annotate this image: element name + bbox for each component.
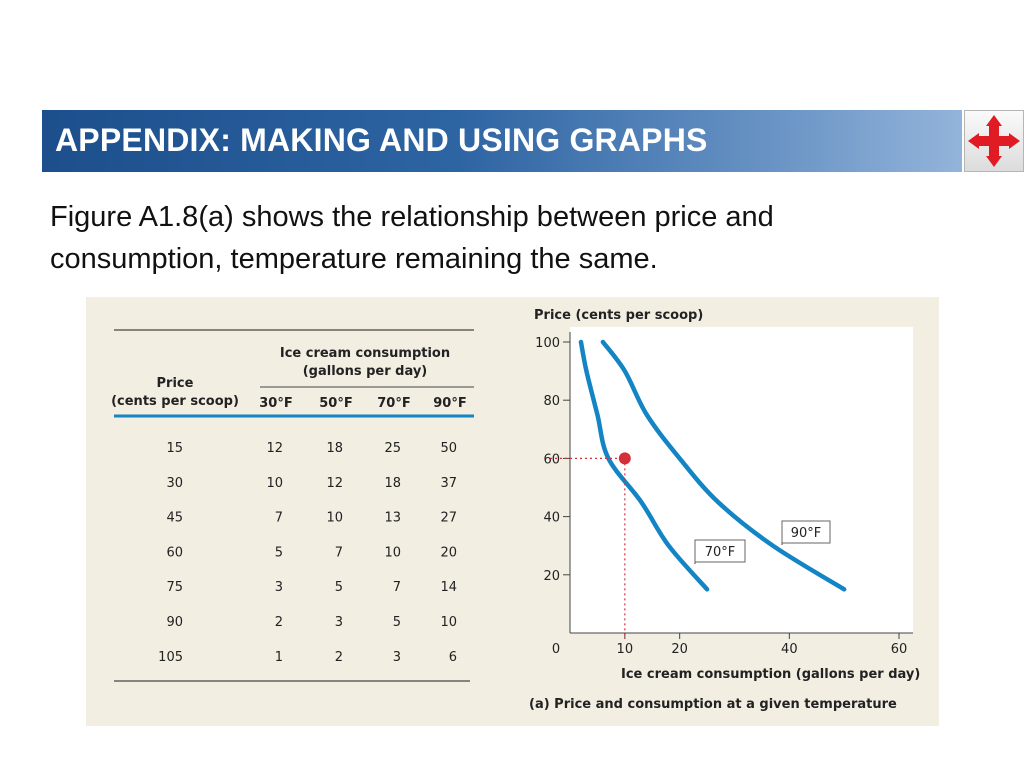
series-label: 70°F bbox=[705, 545, 736, 560]
x-tick-label: 40 bbox=[781, 642, 798, 657]
y-axis-title: Price (cents per scoop) bbox=[534, 308, 703, 323]
price-cell: 60 bbox=[166, 545, 183, 560]
price-header-1: Price bbox=[157, 376, 194, 391]
subtitle-line-2: consumption, temperature remaining the s… bbox=[50, 243, 658, 275]
price-cell: 45 bbox=[166, 511, 183, 526]
x-tick-label: 10 bbox=[617, 642, 634, 657]
consumption-cell: 12 bbox=[266, 441, 283, 456]
consumption-cell: 3 bbox=[393, 650, 401, 665]
column-header: 70°F bbox=[377, 396, 410, 411]
consumption-cell: 14 bbox=[440, 580, 457, 595]
title-bar: APPENDIX: MAKING AND USING GRAPHS bbox=[42, 110, 962, 172]
consumption-cell: 1 bbox=[275, 650, 283, 665]
x-tick-label: 0 bbox=[552, 642, 560, 657]
four-way-arrows-icon[interactable] bbox=[964, 110, 1024, 172]
consumption-cell: 3 bbox=[275, 580, 283, 595]
price-cell: 75 bbox=[166, 580, 183, 595]
price-header-2: (cents per scoop) bbox=[111, 394, 239, 409]
series-label: 90°F bbox=[791, 526, 822, 541]
y-tick-label: 100 bbox=[535, 336, 560, 351]
chart: Price (cents per scoop) 20 40 60 80 100 0 10 20… bbox=[529, 308, 920, 712]
highlight-point bbox=[618, 452, 631, 465]
consumption-cell: 10 bbox=[326, 511, 343, 526]
group-header-2: (gallons per day) bbox=[303, 364, 428, 379]
column-header: 50°F bbox=[319, 396, 352, 411]
consumption-cell: 7 bbox=[393, 580, 401, 595]
series-line-90f bbox=[600, 339, 847, 592]
y-tick-label: 60 bbox=[543, 452, 560, 467]
figure-svg: Price (cents per scoop) Ice cream consum… bbox=[111, 308, 920, 712]
series-line-70f bbox=[578, 339, 710, 592]
consumption-cell: 6 bbox=[449, 650, 457, 665]
consumption-cell: 3 bbox=[335, 615, 343, 630]
consumption-cell: 10 bbox=[440, 615, 457, 630]
figure-panel: Price (cents per scoop) Ice cream consum… bbox=[86, 297, 939, 726]
consumption-cell: 27 bbox=[440, 511, 457, 526]
chart-caption: (a) Price and consumption at a given tem… bbox=[529, 697, 897, 712]
consumption-cell: 10 bbox=[266, 476, 283, 491]
y-tick-label: 80 bbox=[543, 394, 560, 409]
consumption-cell: 2 bbox=[335, 650, 343, 665]
consumption-cell: 18 bbox=[326, 441, 343, 456]
x-tick-label: 20 bbox=[671, 642, 688, 657]
consumption-cell: 7 bbox=[275, 511, 283, 526]
x-tick-label: 60 bbox=[891, 642, 908, 657]
group-header-1: Ice cream consumption bbox=[280, 346, 450, 361]
series-label-box bbox=[781, 520, 831, 544]
y-tick-label: 40 bbox=[543, 511, 560, 526]
consumption-cell: 25 bbox=[384, 441, 401, 456]
consumption-cell: 7 bbox=[335, 545, 343, 560]
subtitle-line-1: Figure A1.8(a) shows the relationship be… bbox=[50, 201, 774, 233]
consumption-cell: 13 bbox=[384, 511, 401, 526]
column-header: 90°F bbox=[433, 396, 466, 411]
consumption-cell: 50 bbox=[440, 441, 457, 456]
consumption-cell: 12 bbox=[326, 476, 343, 491]
x-axis-title: Ice cream consumption (gallons per day) bbox=[621, 667, 920, 682]
consumption-cell: 5 bbox=[335, 580, 343, 595]
price-cell: 30 bbox=[166, 476, 183, 491]
y-tick-label: 20 bbox=[543, 569, 560, 584]
column-header: 30°F bbox=[259, 396, 292, 411]
subtitle: Figure A1.8(a) shows the relationship be… bbox=[50, 196, 950, 280]
price-cell: 90 bbox=[166, 615, 183, 630]
data-table: Price (cents per scoop) Ice cream consum… bbox=[111, 329, 474, 682]
price-cell: 105 bbox=[158, 650, 183, 665]
consumption-cell: 10 bbox=[384, 545, 401, 560]
consumption-cell: 20 bbox=[440, 545, 457, 560]
consumption-cell: 5 bbox=[275, 545, 283, 560]
consumption-cell: 37 bbox=[440, 476, 457, 491]
price-cell: 15 bbox=[166, 441, 183, 456]
consumption-cell: 5 bbox=[393, 615, 401, 630]
consumption-cell: 2 bbox=[275, 615, 283, 630]
page-title: APPENDIX: MAKING AND USING GRAPHS bbox=[55, 122, 708, 158]
series-label-box bbox=[694, 539, 746, 563]
consumption-cell: 18 bbox=[384, 476, 401, 491]
